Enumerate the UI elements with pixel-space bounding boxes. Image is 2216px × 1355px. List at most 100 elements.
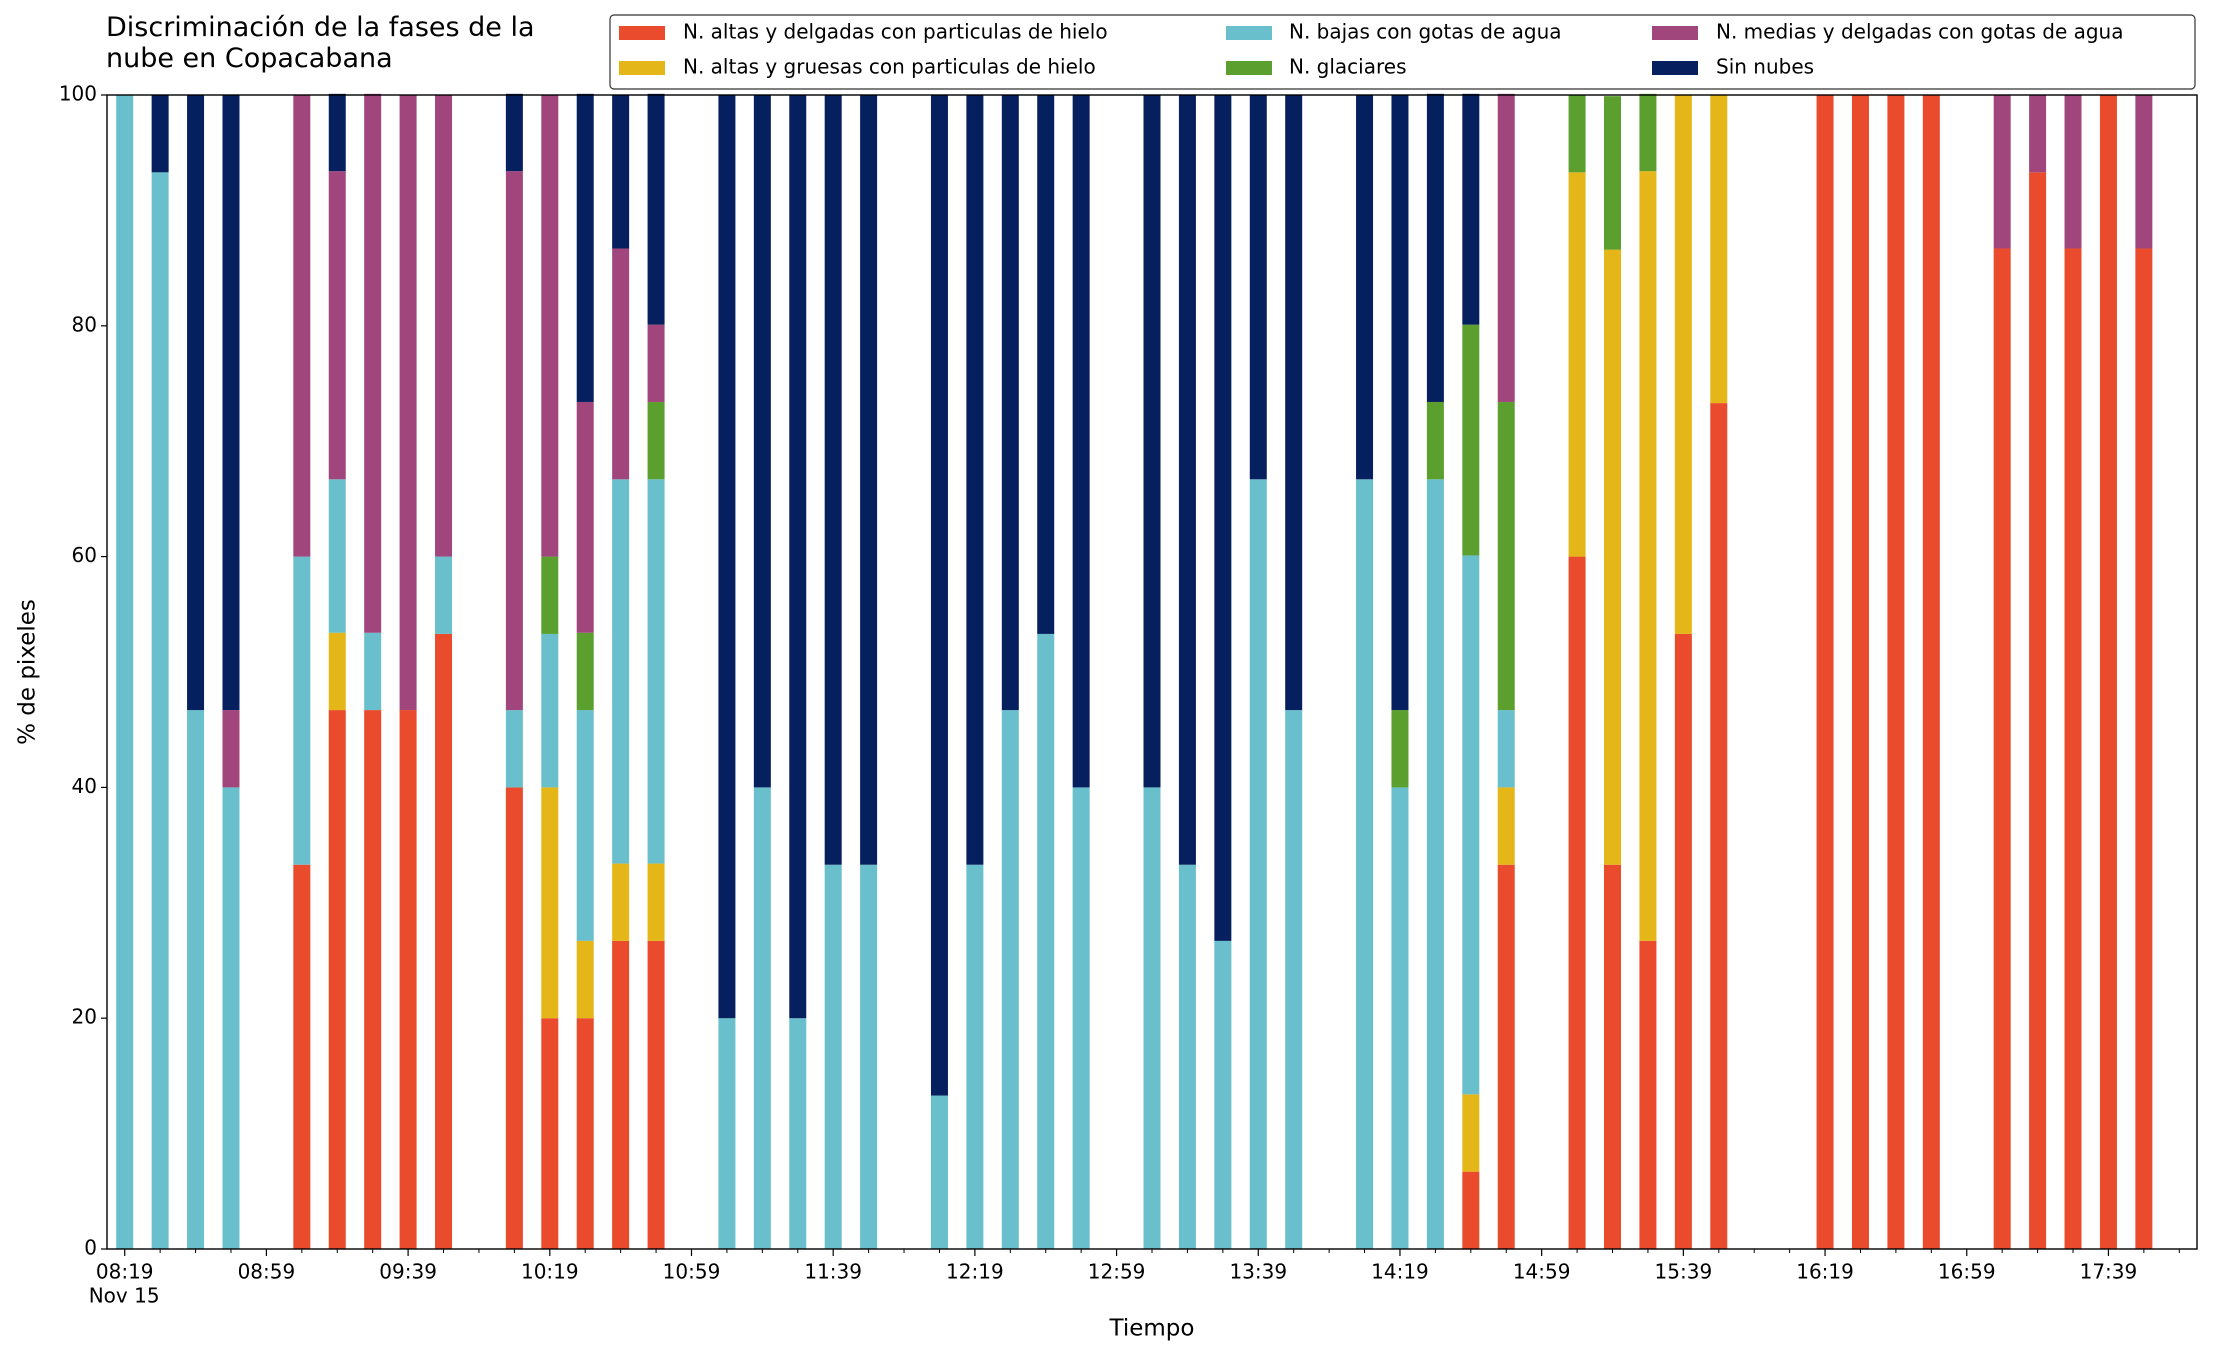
bar-segment <box>1604 96 1622 250</box>
bar-segment <box>1001 95 1019 711</box>
bar-segment <box>966 95 984 865</box>
bar-segment <box>1072 787 1090 1249</box>
legend-swatch <box>619 61 665 75</box>
bar-segment <box>399 710 417 1249</box>
legend-label: N. altas y gruesas con particulas de hie… <box>683 55 1096 79</box>
bar-segment <box>612 248 630 480</box>
legend-label: N. bajas con gotas de agua <box>1289 20 1562 44</box>
bar-segment <box>328 171 346 480</box>
bar-segment <box>435 556 453 634</box>
bar-segment <box>187 95 205 711</box>
bar-segment <box>1178 95 1196 865</box>
x-tick-label: 11:39 <box>804 1260 862 1284</box>
y-tick-label: 80 <box>72 312 97 336</box>
bar-segment <box>328 710 346 1249</box>
bar-segment <box>576 940 594 1019</box>
bar-segment <box>1143 95 1161 788</box>
bar-segment <box>505 93 523 172</box>
legend-box <box>609 14 2196 90</box>
bar-segment <box>505 171 523 711</box>
bar-segment <box>293 95 311 557</box>
bar-segment <box>1356 95 1374 480</box>
bar-segment <box>1816 95 1834 1249</box>
bar-segment <box>647 940 665 1249</box>
bar-segment <box>541 787 559 1019</box>
legend-swatch <box>619 26 665 40</box>
bar-segment <box>116 95 134 1249</box>
bar-segment <box>1887 95 1905 1249</box>
bar-segment <box>753 787 771 1249</box>
legend-swatch <box>1652 26 1698 40</box>
x-tick-label: 16:19 <box>1796 1260 1854 1284</box>
bar-segment <box>364 632 382 711</box>
bar-segment <box>1285 95 1303 711</box>
bar-segment <box>1178 864 1196 1249</box>
x-tick-label: 09:39 <box>379 1260 437 1284</box>
bar-segment <box>1604 249 1622 865</box>
bar-segment <box>576 1018 594 1249</box>
bar-segment <box>222 787 240 1249</box>
bar-segment <box>1710 95 1728 404</box>
bar-segment <box>435 95 453 557</box>
x-tick-label: 16:59 <box>1938 1260 1996 1284</box>
bar-segment <box>505 787 523 1249</box>
bar-segment <box>328 93 346 172</box>
bar-segment <box>1674 95 1692 634</box>
bar-segment <box>612 863 630 941</box>
x-tick-label: 14:19 <box>1371 1260 1429 1284</box>
bar-segment <box>2029 95 2047 173</box>
x-tick-label: 14:59 <box>1513 1260 1571 1284</box>
x-tick-label: 10:59 <box>663 1260 721 1284</box>
legend-swatch <box>1226 26 1272 40</box>
bar-segment <box>222 710 240 788</box>
legend-label: N. glaciares <box>1289 55 1407 79</box>
bar-segment <box>930 1095 948 1249</box>
bar-segment <box>1639 940 1657 1249</box>
bar-segment <box>1497 787 1515 865</box>
bar-segment <box>328 632 346 711</box>
x-tick-label: 13:39 <box>1229 1260 1287 1284</box>
bar-segment <box>1497 864 1515 1249</box>
bar-segment <box>1037 95 1055 634</box>
legend: N. altas y delgadas con particulas de hi… <box>609 14 2196 90</box>
bar-segment <box>1001 710 1019 1249</box>
y-axis-label: % de pixeles <box>15 599 41 745</box>
bar-segment <box>2064 248 2082 1249</box>
bar-segment <box>1214 95 1232 941</box>
legend-label: N. medias y delgadas con gotas de agua <box>1716 20 2124 44</box>
bar-segment <box>1391 787 1409 1249</box>
bar-segment <box>541 1018 559 1249</box>
bar-segment <box>1462 1094 1480 1172</box>
bar-segment <box>1356 479 1374 1250</box>
bar-segment <box>718 95 736 1019</box>
bar-segment <box>647 324 665 402</box>
bar-segment <box>860 95 878 865</box>
bar-segment <box>1426 93 1444 402</box>
legend-label: Sin nubes <box>1716 55 1814 79</box>
bar-segment <box>399 95 417 711</box>
bar-segment <box>647 479 665 864</box>
bar-segment <box>364 710 382 1249</box>
bar-segment <box>1604 864 1622 1249</box>
x-tick-label: 15:39 <box>1655 1260 1713 1284</box>
bar-segment <box>1143 787 1161 1249</box>
x-tick-label: 10:19 <box>521 1260 579 1284</box>
bar-segment <box>718 1018 736 1249</box>
bar-segment <box>1993 248 2011 1249</box>
bar-segment <box>1568 95 1586 173</box>
y-tick-label: 100 <box>59 82 97 106</box>
bar-segment <box>151 172 169 1249</box>
bar-segment <box>293 864 311 1249</box>
bar-segment <box>222 95 240 711</box>
bar-segment <box>293 556 311 865</box>
x-tick-label: 08:59 <box>238 1260 296 1284</box>
legend-swatch <box>1226 61 1272 75</box>
bar-segment <box>328 479 346 633</box>
bar-segment <box>576 710 594 941</box>
bar-segment <box>1037 633 1055 1249</box>
bar-segment <box>187 710 205 1249</box>
bar-segment <box>1568 172 1586 557</box>
x-tick-label: 12:59 <box>1088 1260 1146 1284</box>
bar-segment <box>647 863 665 941</box>
